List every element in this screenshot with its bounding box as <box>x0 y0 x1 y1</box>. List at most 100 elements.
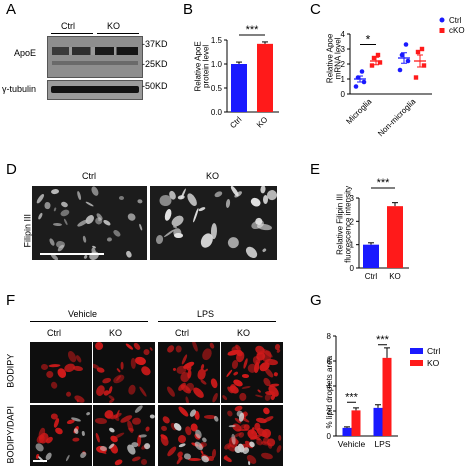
g-sig-text-0: *** <box>345 391 359 403</box>
filipin-ctrl-cell <box>107 236 113 243</box>
filipin-ctrl-cell <box>125 212 137 223</box>
filipin-ctrl-cell <box>83 254 89 260</box>
b-ytick-label-3: 1.5 <box>211 36 223 45</box>
lipid-droplet <box>126 383 137 396</box>
lipid-droplet <box>95 366 105 374</box>
c-ytick-label-4: 4 <box>341 30 346 39</box>
bodipy-panel-0-0 <box>30 342 92 403</box>
filipin-ko-cell <box>256 222 273 231</box>
bodipy-panel-0-1 <box>93 342 155 403</box>
lipid-droplet <box>223 455 234 463</box>
bodipy-panel-0-3 <box>221 342 283 403</box>
e-bar-0 <box>363 244 379 268</box>
lipid-droplet <box>73 393 86 403</box>
dapi-nucleus <box>172 421 184 433</box>
e-bar-1 <box>387 206 403 268</box>
lipid-droplet <box>115 367 121 373</box>
blot-row-apoe: ApoE <box>14 48 37 58</box>
g-ytick-label-3: 6 <box>327 357 332 366</box>
dapi-nucleus <box>64 454 71 463</box>
filipin-ctrl-cell <box>53 223 63 227</box>
chart-g-group: 0 2 4 6 8 Vehicle LPS *** *** Ctrl KO <box>327 332 441 449</box>
col-ko-1: KO <box>109 328 123 338</box>
lipid-droplet <box>221 395 228 402</box>
bodipy-panel-1-3 <box>221 405 283 466</box>
lane-underline-ctrl <box>51 33 93 34</box>
vehicle-underline <box>30 321 148 322</box>
filipin-ko-cell <box>226 234 242 250</box>
lipid-droplet <box>177 405 190 418</box>
dapi-nucleus <box>212 415 220 423</box>
dapi-nucleus <box>81 430 86 436</box>
row-bodipy-label: BODIPY <box>5 353 16 388</box>
c-legend-ctrl-label: Ctrl <box>449 16 462 25</box>
group-vehicle-label: Vehicle <box>68 309 98 319</box>
filipin-ctrl-cell <box>37 212 44 221</box>
bodipy-panel-1-2 <box>158 405 220 466</box>
g-xlabel-0: Vehicle <box>338 439 366 449</box>
filipin-ko-cell <box>199 206 207 212</box>
lipid-droplet <box>166 445 178 458</box>
lipid-droplet <box>184 396 190 403</box>
lipid-droplet <box>131 455 141 463</box>
c-point-0-0-1 <box>361 79 367 85</box>
apoe-band <box>52 47 138 55</box>
g-legend-ko-label: KO <box>427 358 440 368</box>
lipid-droplet <box>124 342 134 351</box>
lipid-droplet <box>210 392 219 403</box>
apoe-lower-band <box>52 61 138 65</box>
panel-e-letter: E <box>310 161 321 178</box>
marker-50kd: -50KD <box>142 81 168 91</box>
c-ytick-label-0: 0 <box>341 90 346 99</box>
e-xlabel-1: KO <box>389 272 401 281</box>
lipid-droplet <box>165 385 177 399</box>
filipin-ctrl-cell <box>84 200 94 208</box>
filipin-ko-cell <box>177 194 186 201</box>
scale-bar-f <box>33 460 47 462</box>
lipid-droplet <box>120 361 124 370</box>
g-legend-ctrl-label: Ctrl <box>427 346 440 356</box>
lipid-droplet <box>140 458 149 466</box>
c-point-1-0-0 <box>397 67 403 73</box>
c-point-1-1-2 <box>415 49 421 55</box>
c-point-0-0-0 <box>353 84 359 89</box>
lipid-droplet <box>204 367 209 373</box>
c-point-0-1-3 <box>375 52 381 58</box>
lipid-droplet <box>44 369 55 380</box>
dapi-nucleus <box>134 405 145 415</box>
e-ytick-label-2: 2 <box>350 217 355 226</box>
filipin-ko-cell <box>225 199 232 209</box>
c-xlabel-0: Microglia <box>344 97 373 126</box>
lipid-droplet <box>94 417 107 424</box>
lipid-droplet <box>101 376 113 385</box>
g-sig-text-1: *** <box>376 334 390 346</box>
panel-a-letter: A <box>6 1 17 18</box>
lipid-droplet <box>72 437 80 442</box>
filipin-ctrl-cell <box>137 199 143 204</box>
b-ytick-label-0: 0.0 <box>211 108 223 117</box>
tubulin-blot-image <box>47 80 143 100</box>
g-xlabel-1: LPS <box>374 439 390 449</box>
bodipy-panel-0-2 <box>158 342 220 403</box>
filipin-ctrl-cell <box>90 186 101 197</box>
dapi-nucleus <box>78 450 88 460</box>
row-bodipy-dapi-label: BODIPY/DAPI <box>5 405 16 464</box>
dapi-nucleus <box>72 428 79 436</box>
filipin-ctrl-cell <box>118 195 124 200</box>
filipin-ctrl-cell <box>48 237 57 247</box>
dapi-nucleus <box>85 411 91 416</box>
panel-d-letter: D <box>6 161 17 178</box>
lipid-droplet <box>225 368 233 378</box>
filipin-ctrl-cell <box>81 235 87 243</box>
dapi-nucleus <box>107 426 115 434</box>
col-ctrl-2: Ctrl <box>175 328 189 338</box>
g-ytick-label-2: 4 <box>327 382 332 391</box>
lipid-droplet <box>225 410 233 418</box>
lipid-droplet <box>145 426 151 433</box>
c-legend-cko-marker <box>439 28 445 33</box>
dapi-nucleus <box>149 414 155 420</box>
lipid-droplet <box>199 378 208 386</box>
c-sig-text: * <box>366 33 371 47</box>
lipid-droplet <box>262 406 272 416</box>
